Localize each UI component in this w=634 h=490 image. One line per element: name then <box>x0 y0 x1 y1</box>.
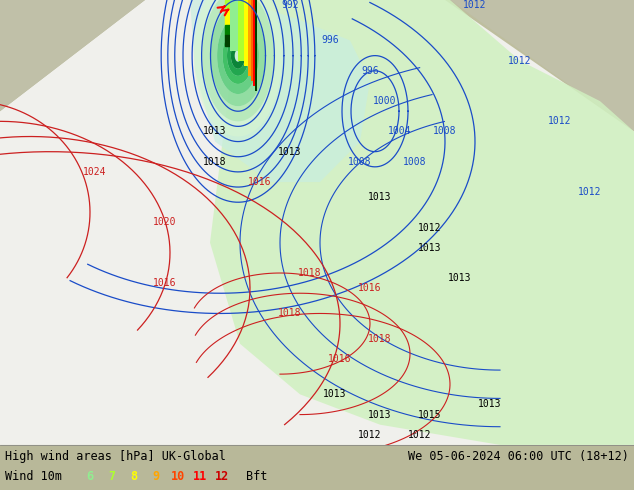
Text: 1013: 1013 <box>418 243 442 253</box>
Polygon shape <box>190 0 370 182</box>
Polygon shape <box>244 0 248 66</box>
Text: 1012: 1012 <box>548 116 572 126</box>
Text: 1018: 1018 <box>204 157 227 167</box>
Text: 1013: 1013 <box>448 273 472 283</box>
Text: 1012: 1012 <box>408 430 432 440</box>
Polygon shape <box>223 27 254 84</box>
Text: 9: 9 <box>152 470 160 484</box>
Polygon shape <box>251 0 253 81</box>
Text: 1008: 1008 <box>403 157 427 167</box>
Text: 996: 996 <box>361 66 378 76</box>
Text: 1013: 1013 <box>368 410 392 419</box>
Polygon shape <box>255 0 257 91</box>
Text: 992: 992 <box>281 0 299 10</box>
Text: 1008: 1008 <box>348 157 372 167</box>
Text: We 05-06-2024 06:00 UTC (18+12): We 05-06-2024 06:00 UTC (18+12) <box>408 450 629 464</box>
Text: 1020: 1020 <box>153 218 177 227</box>
Text: 1000: 1000 <box>373 96 397 106</box>
Polygon shape <box>450 0 634 131</box>
Text: 1018: 1018 <box>368 334 392 344</box>
Text: 1008: 1008 <box>433 126 456 136</box>
Text: 1012: 1012 <box>358 430 382 440</box>
Polygon shape <box>194 0 282 137</box>
Text: 7: 7 <box>108 470 115 484</box>
Text: 1013: 1013 <box>323 390 347 399</box>
Polygon shape <box>238 0 244 61</box>
Text: 1012: 1012 <box>418 222 442 233</box>
Text: 1016: 1016 <box>328 354 352 364</box>
Text: 1012: 1012 <box>463 0 487 10</box>
Text: 1012: 1012 <box>578 187 602 197</box>
Text: 1018: 1018 <box>278 309 302 318</box>
Text: 1016: 1016 <box>153 278 177 288</box>
Text: 1013: 1013 <box>368 192 392 202</box>
Text: 1012: 1012 <box>508 56 532 66</box>
Polygon shape <box>253 0 255 86</box>
Text: 11: 11 <box>193 470 207 484</box>
Text: 1016: 1016 <box>249 177 272 187</box>
Text: 1016: 1016 <box>358 283 382 293</box>
Polygon shape <box>0 0 145 111</box>
Text: Wind 10m: Wind 10m <box>5 470 62 484</box>
Text: 1013: 1013 <box>204 126 227 136</box>
Polygon shape <box>0 0 634 445</box>
Bar <box>225 35 237 46</box>
Polygon shape <box>248 0 251 76</box>
Polygon shape <box>210 5 266 106</box>
Text: Bft: Bft <box>246 470 268 484</box>
Polygon shape <box>217 17 259 94</box>
Polygon shape <box>227 35 249 76</box>
Polygon shape <box>202 0 274 122</box>
Text: 1013: 1013 <box>478 399 501 410</box>
Text: 8: 8 <box>131 470 138 484</box>
Polygon shape <box>231 43 245 69</box>
Bar <box>225 0 237 10</box>
Text: 1013: 1013 <box>278 147 302 157</box>
Text: 6: 6 <box>86 470 94 484</box>
Text: 1018: 1018 <box>298 268 321 278</box>
Polygon shape <box>210 0 634 445</box>
Text: High wind areas [hPa] UK-Global: High wind areas [hPa] UK-Global <box>5 450 226 464</box>
Text: 1024: 1024 <box>83 167 107 177</box>
Text: 1004: 1004 <box>388 126 411 136</box>
Text: 12: 12 <box>215 470 229 484</box>
Text: 1015: 1015 <box>418 410 442 419</box>
Bar <box>225 10 237 25</box>
Polygon shape <box>230 0 238 50</box>
Text: 996: 996 <box>321 35 339 46</box>
Text: 10: 10 <box>171 470 185 484</box>
Bar <box>225 25 237 35</box>
